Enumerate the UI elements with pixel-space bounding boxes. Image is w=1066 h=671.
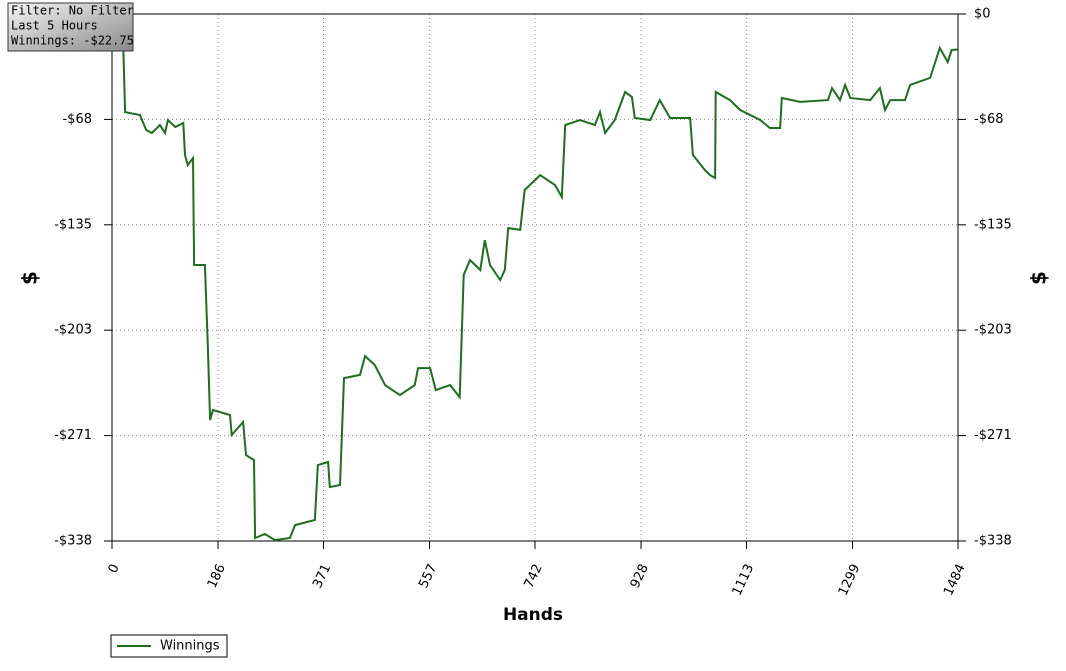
y-tick-label: -$68 — [62, 112, 92, 127]
x-axis-title: Hands — [503, 605, 563, 625]
y-axis-title: $ — [18, 271, 42, 285]
x-tick-label: 0 — [106, 562, 123, 576]
x-tick-label: 557 — [416, 562, 440, 591]
x-tick-label: 371 — [310, 562, 334, 591]
y2-tick-label: -$271 — [974, 428, 1012, 443]
info-text: Winnings: -$22.75 — [11, 34, 134, 48]
y-tick-label: -$338 — [54, 534, 92, 549]
y2-axis-title: $ — [1027, 271, 1051, 285]
info-box — [7, 2, 134, 52]
y-tick-label: -$135 — [54, 217, 92, 232]
y-tick-label: -$271 — [54, 428, 92, 443]
y2-tick-label: -$338 — [974, 534, 1012, 549]
y2-tick-label: $0 — [974, 7, 991, 22]
y2-tick-label: -$135 — [974, 217, 1012, 232]
line-series — [111, 13, 959, 542]
info-text: Filter: No Filter — [11, 4, 134, 18]
x-tick-label: 1299 — [836, 562, 864, 598]
y2-tick-label: -$68 — [974, 112, 1004, 127]
x-tick-label: 186 — [205, 562, 229, 591]
x-tick-label: 1113 — [730, 562, 758, 598]
plot-frame — [111, 13, 959, 542]
legend-label: Winnings — [160, 639, 220, 654]
info-text: Last 5 Hours — [11, 19, 98, 33]
legend-box — [110, 634, 228, 658]
x-tick-label: 928 — [628, 562, 652, 591]
x-tick-label: 742 — [522, 562, 546, 591]
y2-tick-label: -$203 — [974, 323, 1012, 338]
x-tick-label: 1484 — [941, 562, 969, 598]
y-tick-label: -$203 — [54, 323, 92, 338]
